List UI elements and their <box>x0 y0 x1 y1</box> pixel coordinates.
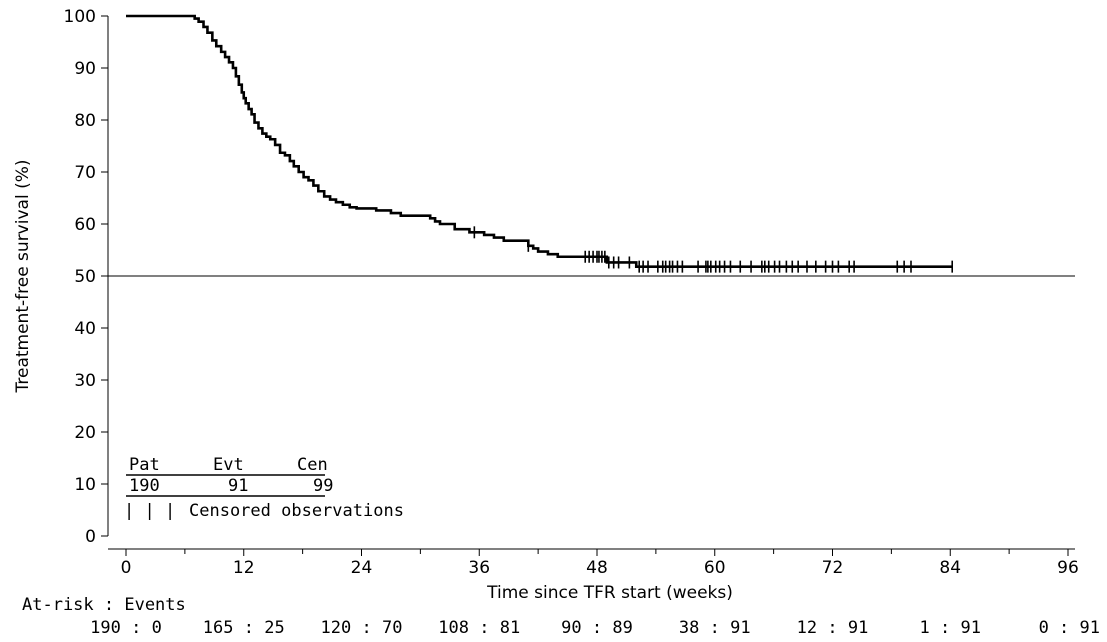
y-axis-ticks: 0 10 20 30 40 50 60 70 80 90 100 <box>64 7 108 547</box>
at-risk-value: 120 : 70 <box>321 618 403 638</box>
at-risk-value: 108 : 81 <box>438 618 520 638</box>
x-axis-label: Time since TFR start (weeks) <box>486 583 733 603</box>
x-tick-label: 96 <box>1057 558 1079 578</box>
x-tick-label: 60 <box>704 558 726 578</box>
y-tick-label: 40 <box>74 319 96 339</box>
y-tick-label: 0 <box>85 527 96 547</box>
y-tick-label: 50 <box>74 267 96 287</box>
censor-legend-symbol: | | | <box>124 501 175 521</box>
at-risk-value: 1 : 91 <box>920 618 981 638</box>
y-tick-label: 80 <box>74 111 96 131</box>
at-risk-value: 38 : 91 <box>679 618 751 638</box>
x-tick-label: 24 <box>351 558 373 578</box>
at-risk-title: At-risk : Events <box>22 595 186 615</box>
at-risk-value: 165 : 25 <box>203 618 285 638</box>
at-risk-row: 190 : 0 165 : 25 120 : 70 108 : 81 90 : 89 38… <box>90 618 1100 638</box>
x-tick-label: 36 <box>468 558 490 578</box>
inset-header-pat: Pat <box>129 455 160 475</box>
y-tick-label: 70 <box>74 163 96 183</box>
x-tick-label: 12 <box>233 558 255 578</box>
x-tick-label: 72 <box>822 558 844 578</box>
y-tick-label: 30 <box>74 371 96 391</box>
y-axis-label: Treatment-free survival (%) <box>13 160 33 394</box>
inset-header-cen: Cen <box>297 455 328 475</box>
inset-value-cen: 99 <box>313 476 333 496</box>
y-tick-label: 10 <box>74 475 96 495</box>
censor-marks <box>473 226 954 273</box>
at-risk-value: 0 : 91 <box>1039 618 1100 638</box>
survival-curve <box>126 14 953 268</box>
inset-header-evt: Evt <box>213 455 244 475</box>
censor-legend-label: Censored observations <box>189 501 404 521</box>
at-risk-value: 190 : 0 <box>90 618 162 638</box>
y-tick-label: 100 <box>64 7 96 27</box>
inset-value-pat: 190 <box>129 476 160 496</box>
inset-table: Pat Evt Cen 190 91 99 | | | Censored obs… <box>124 455 404 521</box>
at-risk-value: 90 : 89 <box>561 618 633 638</box>
x-axis-ticks: 0 12 24 36 48 60 72 84 96 <box>121 549 1079 578</box>
y-tick-label: 60 <box>74 215 96 235</box>
x-tick-label: 84 <box>939 558 961 578</box>
x-tick-label: 0 <box>121 558 132 578</box>
y-tick-label: 90 <box>74 59 96 79</box>
x-tick-label: 48 <box>586 558 608 578</box>
at-risk-value: 12 : 91 <box>797 618 869 638</box>
inset-value-evt: 91 <box>228 476 248 496</box>
y-tick-label: 20 <box>74 423 96 443</box>
